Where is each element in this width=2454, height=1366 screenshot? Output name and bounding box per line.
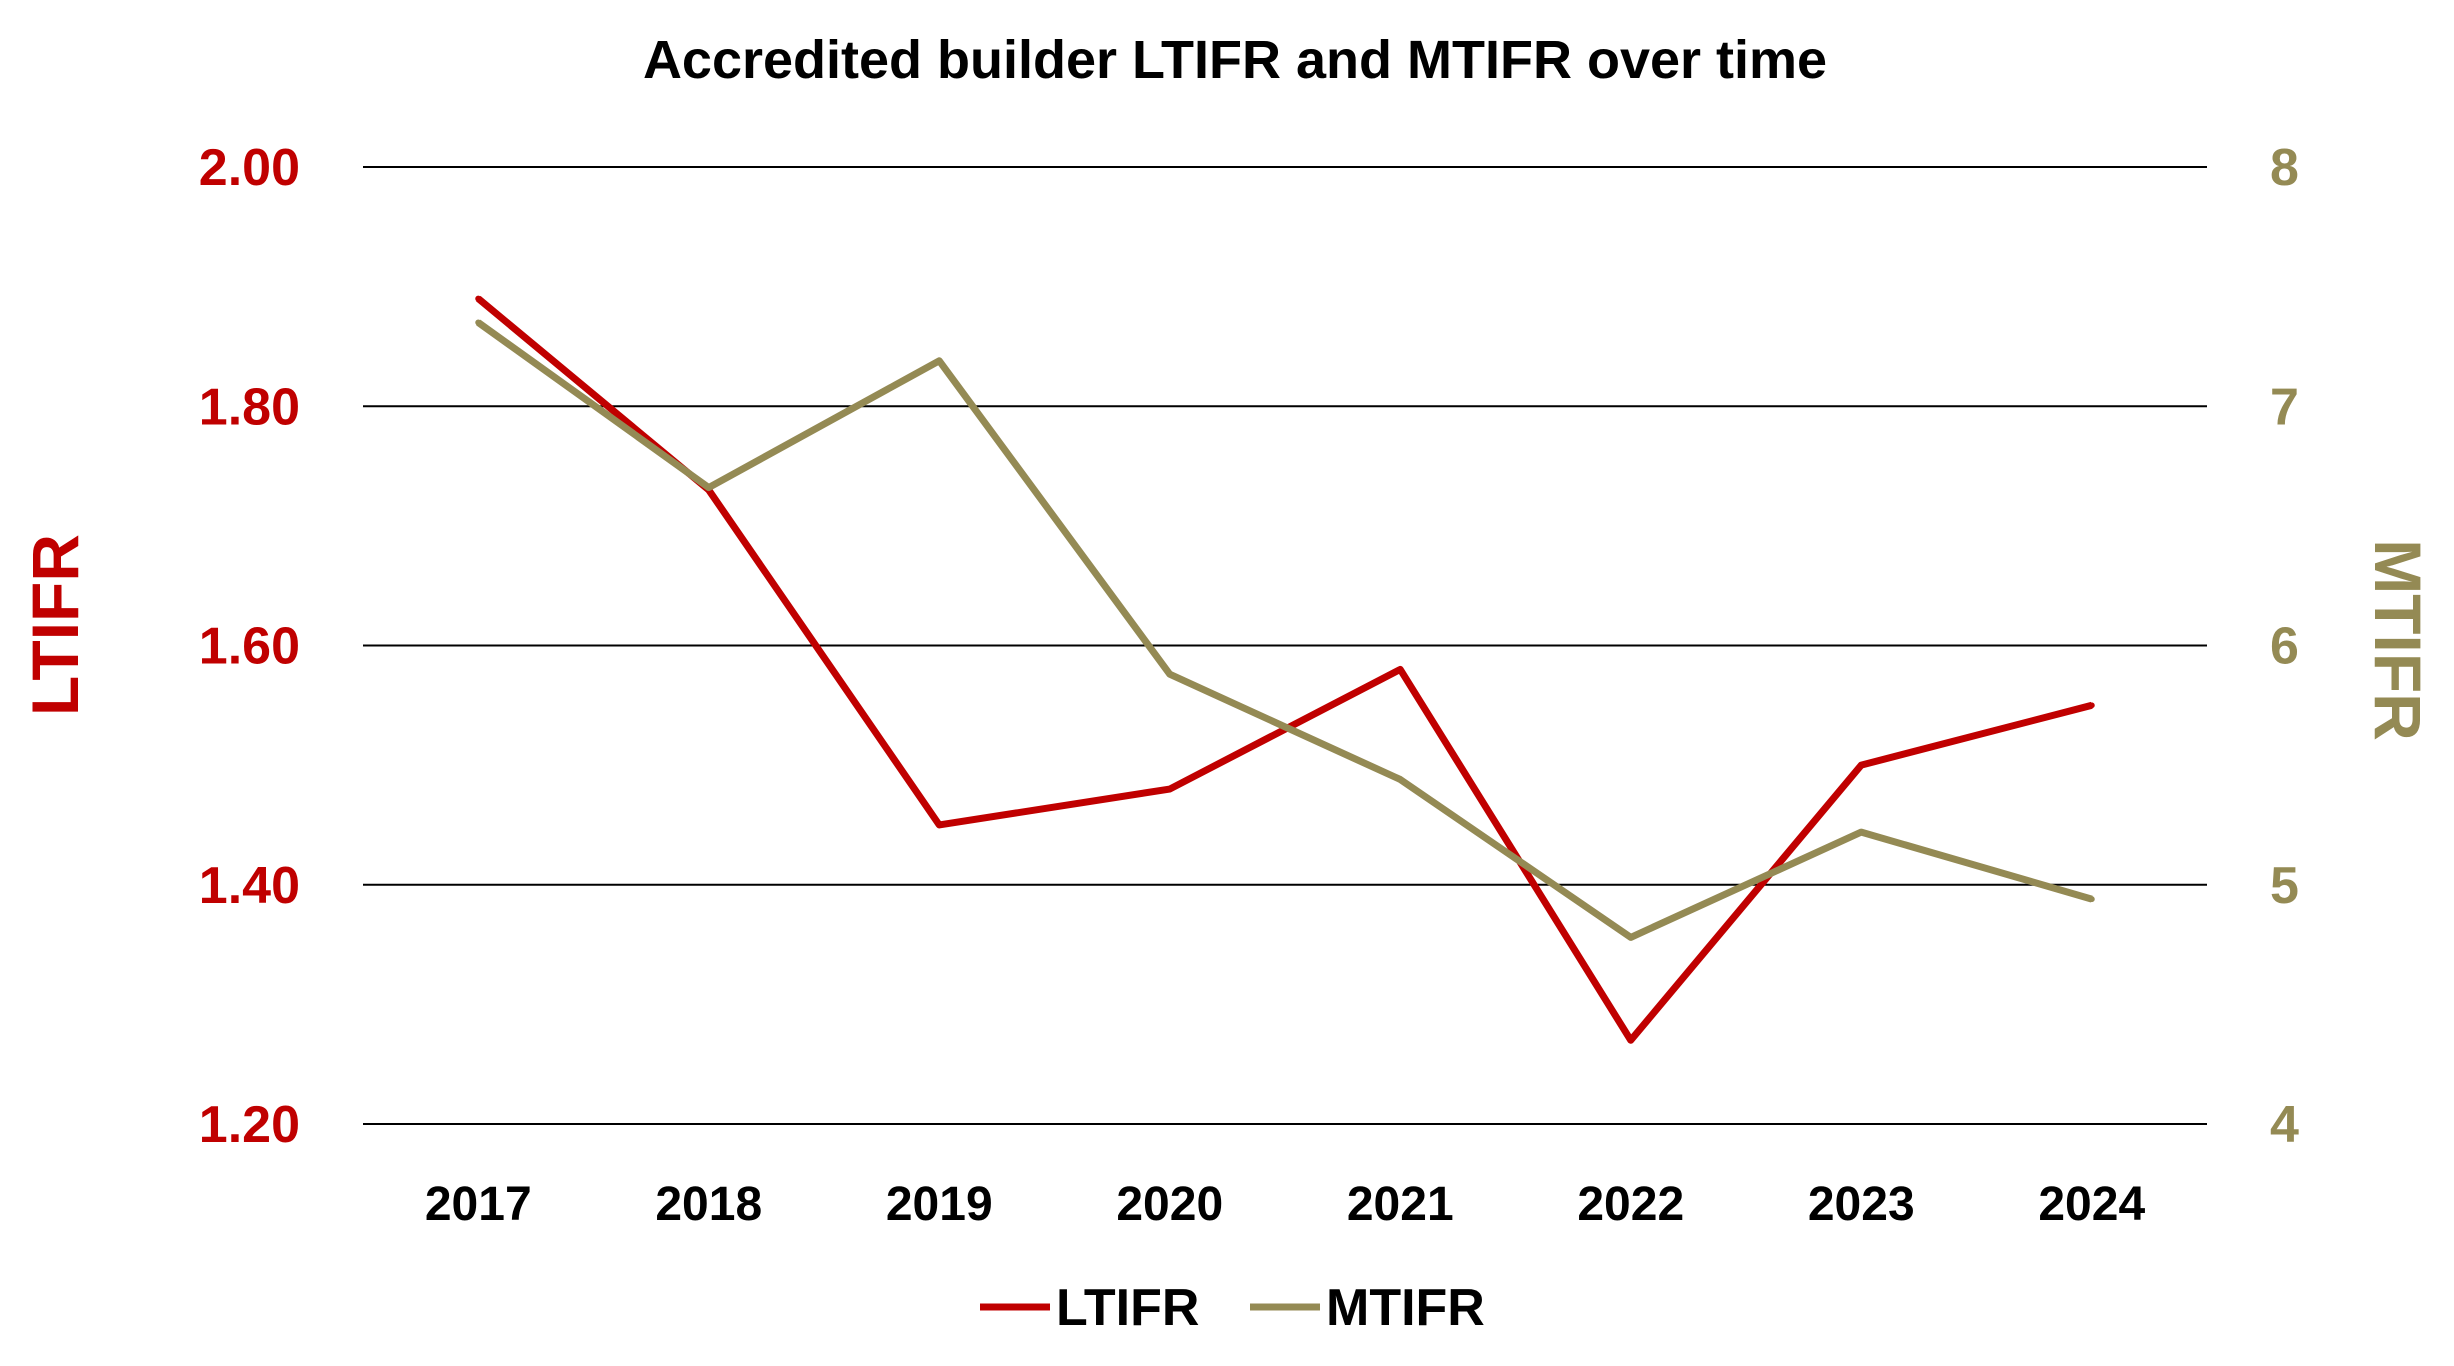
right-tick-label: 5 — [2270, 857, 2299, 915]
right-tick-label: 6 — [2270, 618, 2299, 676]
left-axis-label: LTIFR — [18, 534, 92, 716]
data-point-mtifr — [705, 484, 712, 491]
data-point-ltifr — [1858, 762, 1865, 769]
data-point-mtifr — [936, 357, 943, 364]
left-tick-label: 1.60 — [199, 618, 300, 676]
x-tick-label: 2024 — [2038, 1178, 2145, 1231]
chart-title: Accredited builder LTIFR and MTIFR over … — [643, 30, 1827, 90]
data-point-ltifr — [936, 821, 943, 828]
data-point-ltifr — [1627, 1037, 1634, 1044]
data-point-mtifr — [1397, 776, 1404, 783]
series-line-ltifr — [476, 295, 2093, 1044]
x-tick-label: 2018 — [655, 1178, 762, 1231]
series-line-mtifr — [476, 319, 2093, 941]
data-point-ltifr — [1397, 666, 1404, 673]
legend: LTIFR MTIFR — [980, 1279, 1485, 1337]
right-tick-label: 7 — [2270, 378, 2299, 436]
data-point-ltifr — [2088, 702, 2095, 709]
legend-label-ltifr: LTIFR — [1056, 1279, 1199, 1337]
data-point-mtifr — [2088, 896, 2095, 903]
x-tick-label: 2019 — [886, 1178, 993, 1231]
x-tick-label: 2022 — [1577, 1178, 1684, 1231]
left-tick-label: 2.00 — [199, 139, 300, 197]
x-tick-label: 2021 — [1347, 1178, 1454, 1231]
legend-label-mtifr: MTIFR — [1326, 1279, 1485, 1337]
data-point-ltifr — [1166, 786, 1173, 793]
left-tick-label: 1.20 — [199, 1096, 300, 1154]
data-point-mtifr — [1166, 671, 1173, 678]
x-tick-label: 2023 — [1808, 1178, 1915, 1231]
x-tick-label: 2017 — [425, 1178, 532, 1231]
data-point-mtifr — [1627, 934, 1634, 941]
right-tick-label: 8 — [2270, 139, 2299, 197]
data-point-mtifr — [1858, 829, 1865, 836]
left-tick-label: 1.80 — [199, 378, 300, 436]
right-tick-label: 4 — [2270, 1096, 2299, 1154]
left-tick-label: 1.40 — [199, 857, 300, 915]
x-tick-label: 2020 — [1116, 1178, 1223, 1231]
right-axis-label: MTIFR — [2361, 539, 2435, 741]
data-point-ltifr — [475, 295, 482, 302]
data-point-mtifr — [475, 319, 482, 326]
